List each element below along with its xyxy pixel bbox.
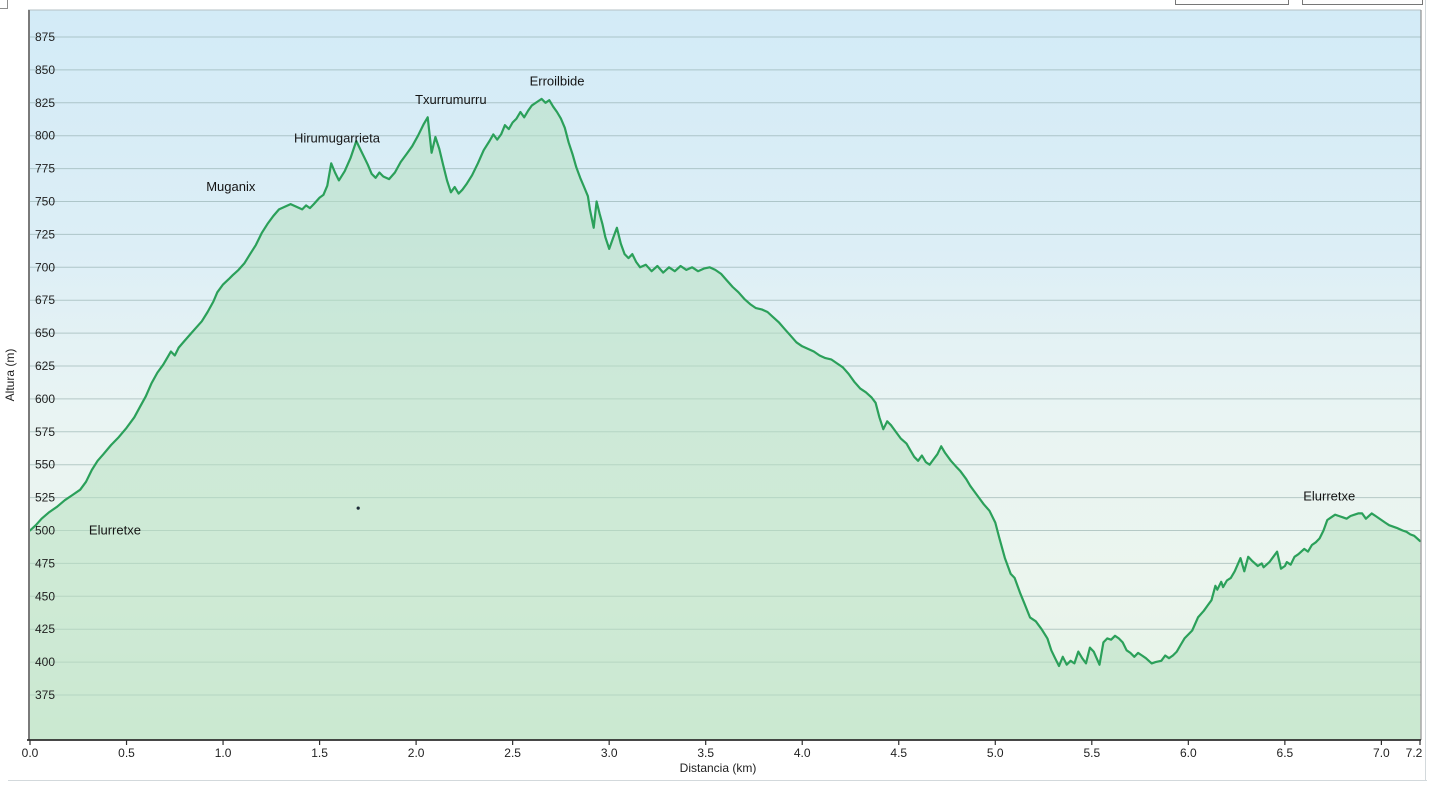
panel-bottom-border <box>8 780 1427 781</box>
top-toolbar-button-fragment[interactable] <box>1302 0 1423 5</box>
x-tick-label: 0.0 <box>22 746 39 760</box>
x-axis-ticks: 0.0 0.5 1.0 1.5 2.0 2.5 3.0 3.5 4.0 4.5 5.0 5.5 6.0 6… <box>22 740 1423 760</box>
y-tick-label: 875 <box>35 30 55 44</box>
y-tick-label: 800 <box>35 129 55 143</box>
y-axis-title: Altura (m) <box>3 349 17 402</box>
y-tick-label: 725 <box>35 227 55 241</box>
x-tick-label: 7.2 <box>1406 746 1423 760</box>
y-tick-label: 475 <box>35 556 55 570</box>
x-tick-label: 6.5 <box>1277 746 1294 760</box>
y-tick-label: 625 <box>35 359 55 373</box>
top-toolbar-button-fragment[interactable] <box>1175 0 1289 5</box>
y-tick-label: 850 <box>35 63 55 77</box>
x-tick-label: 0.5 <box>118 746 135 760</box>
y-tick-label: 400 <box>35 655 55 669</box>
y-tick-label: 375 <box>35 688 55 702</box>
panel-right-border <box>1425 0 1426 781</box>
waypoint-label: Muganix <box>206 179 256 194</box>
x-tick-label: 1.0 <box>215 746 232 760</box>
x-tick-label: 1.5 <box>311 746 328 760</box>
x-tick-label: 4.5 <box>890 746 907 760</box>
y-tick-label: 700 <box>35 260 55 274</box>
x-tick-label: 7.0 <box>1373 746 1390 760</box>
y-tick-label: 425 <box>35 622 55 636</box>
y-tick-label: 825 <box>35 96 55 110</box>
waypoint-label: Erroilbide <box>530 74 585 89</box>
y-tick-label: 650 <box>35 326 55 340</box>
y-tick-label: 675 <box>35 293 55 307</box>
waypoint-label: Elurretxe <box>1303 488 1355 503</box>
y-tick-label: 750 <box>35 195 55 209</box>
y-tick-label: 775 <box>35 162 55 176</box>
waypoint-label: Txurrumurru <box>415 92 487 107</box>
y-tick-label: 525 <box>35 491 55 505</box>
y-tick-label: 500 <box>35 524 55 538</box>
x-tick-label: 5.0 <box>987 746 1004 760</box>
y-axis-labels: 375 400 425 450 475 500 525 550 575 600 625 650 675 7… <box>35 30 55 702</box>
waypoint-label: Hirumugarrieta <box>294 130 381 145</box>
x-tick-label: 3.0 <box>601 746 618 760</box>
waypoint-labels: Elurretxe Muganix Hirumugarrieta Txurrumurr… <box>89 74 1355 538</box>
x-tick-label: 4.0 <box>794 746 811 760</box>
x-tick-label: 3.5 <box>697 746 714 760</box>
x-axis-title: Distancia (km) <box>680 761 757 775</box>
cursor-dot-artifact <box>356 506 360 510</box>
x-tick-label: 2.0 <box>408 746 425 760</box>
elevation-area-fill <box>30 98 1420 740</box>
x-tick-label: 5.5 <box>1083 746 1100 760</box>
x-tick-label: 2.5 <box>504 746 521 760</box>
top-left-widget-fragment <box>0 0 8 9</box>
y-tick-label: 450 <box>35 589 55 603</box>
y-tick-label: 575 <box>35 425 55 439</box>
x-tick-label: 6.0 <box>1180 746 1197 760</box>
y-tick-label: 550 <box>35 458 55 472</box>
waypoint-label: Elurretxe <box>89 523 141 538</box>
y-tick-label: 600 <box>35 392 55 406</box>
elevation-profile-line[interactable] <box>28 97 1422 668</box>
